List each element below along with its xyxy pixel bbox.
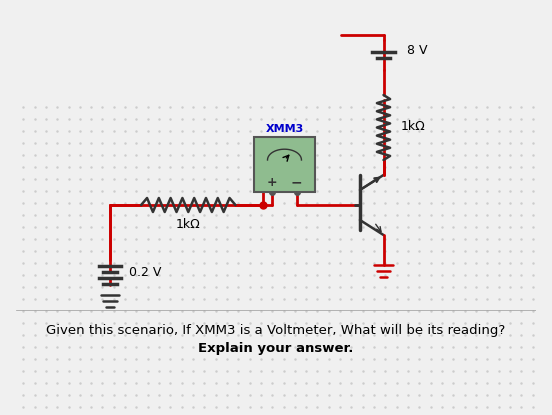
Text: 8 V: 8 V: [407, 44, 428, 56]
Text: XMM3: XMM3: [266, 124, 304, 134]
Text: Explain your answer.: Explain your answer.: [198, 342, 354, 354]
FancyBboxPatch shape: [254, 137, 315, 193]
Text: 0.2 V: 0.2 V: [129, 266, 161, 278]
Text: 1kΩ: 1kΩ: [401, 120, 425, 134]
Text: +: +: [267, 176, 278, 189]
Text: 1kΩ: 1kΩ: [176, 218, 201, 231]
Text: −: −: [291, 176, 302, 190]
Text: Given this scenario, If XMM3 is a Voltmeter, What will be its reading?: Given this scenario, If XMM3 is a Voltme…: [46, 324, 506, 337]
